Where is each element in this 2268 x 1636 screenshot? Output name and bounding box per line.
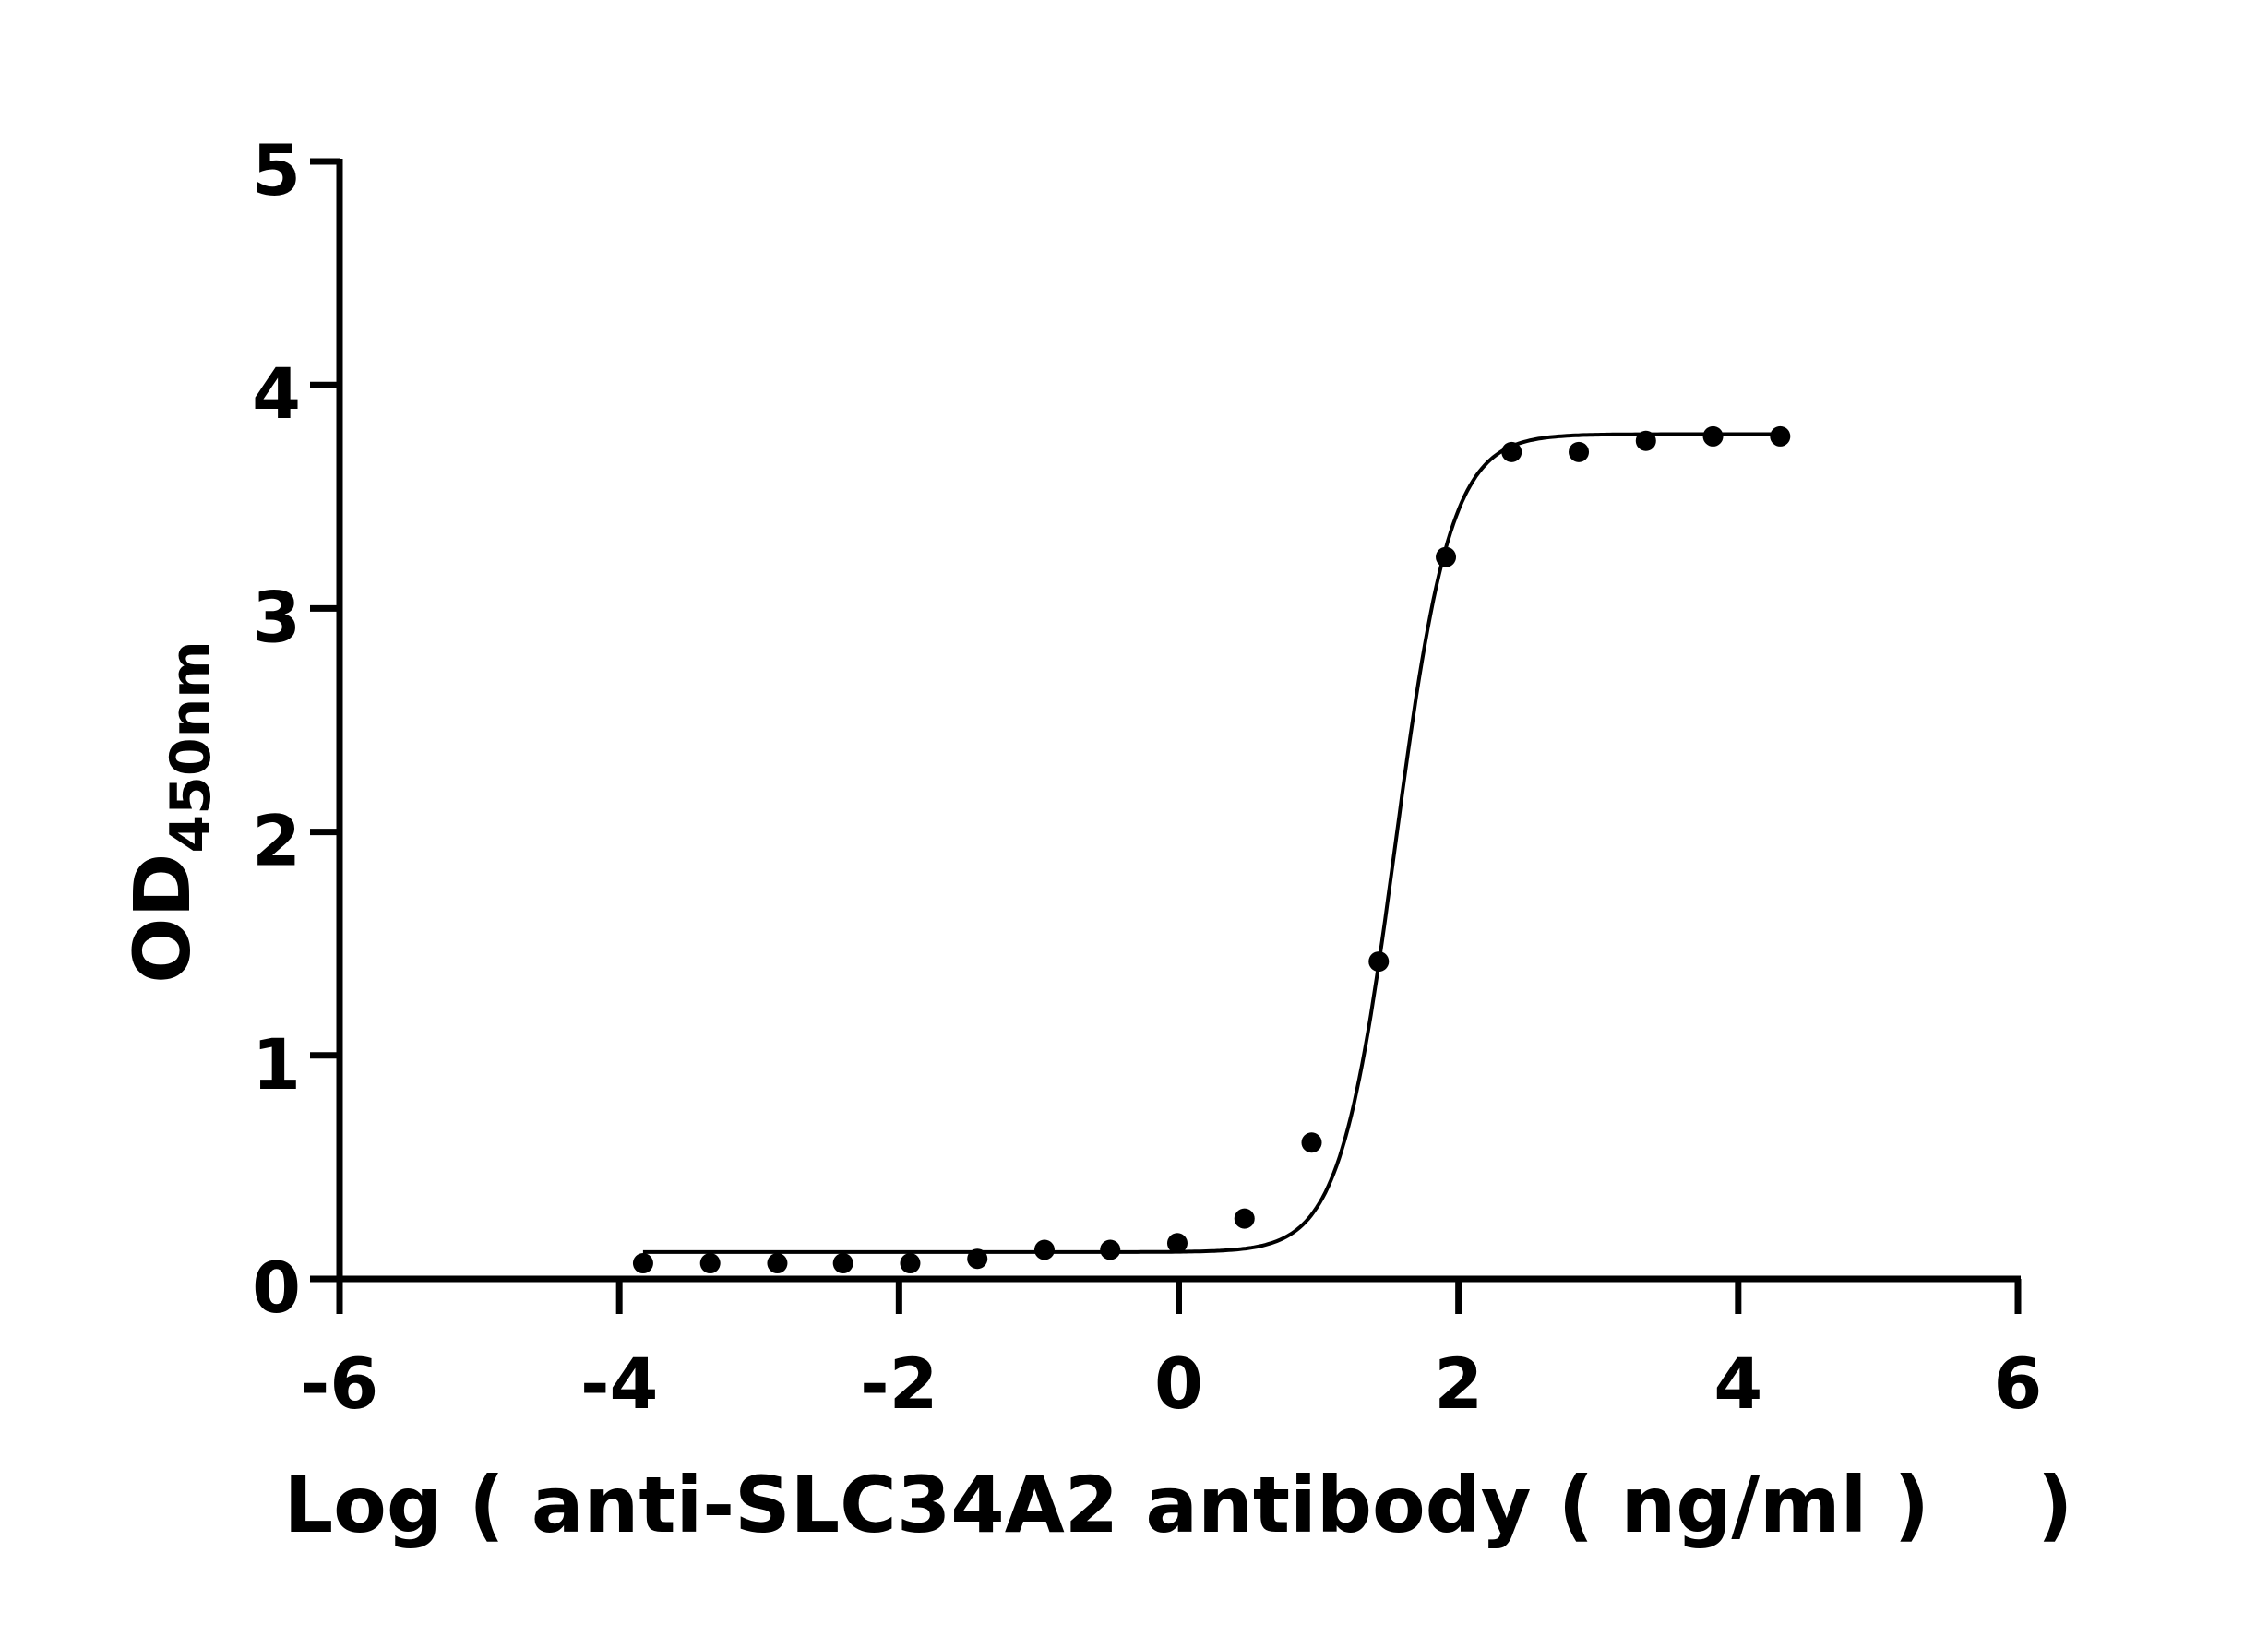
data-point [1702,425,1724,447]
y-tick-label: 2 [252,800,301,882]
x-tick-label: 0 [1154,1343,1203,1425]
data-point [1033,1239,1055,1260]
data-point [767,1253,788,1274]
x-tick-label: 2 [1434,1343,1483,1425]
x-axis-label: Log ( anti-SLC34A2 antibody ( ng/ml ) ) [284,1460,2073,1550]
data-point [1436,546,1457,567]
data-point [1368,951,1390,973]
y-axis-label-sub: 450nm [159,640,223,853]
data-point [1569,441,1590,462]
y-axis-label-main: OD [117,854,208,984]
data-point [1635,430,1656,451]
data-point [832,1253,853,1274]
data-point [1100,1239,1121,1260]
data-point [699,1253,721,1274]
data-point [1166,1233,1188,1254]
x-tick-label: -6 [301,1343,378,1425]
y-axis-label: OD450nm [117,640,223,984]
data-point [1234,1208,1255,1229]
fit-curve [642,432,1781,1254]
data-point [1501,441,1522,462]
data-point [632,1253,653,1274]
x-tick-label: -4 [580,1343,658,1425]
data-point [1301,1132,1322,1153]
data-points [632,425,1791,1274]
x-tick-label: 6 [1994,1343,2043,1425]
data-point [967,1248,988,1270]
y-tick-label: 5 [252,129,301,211]
axes: -6 -4 -2 0 2 4 6 0 1 2 3 4 5 [252,129,2042,1425]
y-tick-label: 1 [252,1023,301,1105]
data-point [900,1253,921,1274]
y-tick-label: 4 [252,352,301,435]
data-point [1770,425,1791,447]
x-tick-label: 4 [1713,1343,1762,1425]
x-tick-label: -2 [860,1343,937,1425]
y-tick-label: 3 [252,576,301,658]
y-tick-label: 0 [252,1247,301,1329]
